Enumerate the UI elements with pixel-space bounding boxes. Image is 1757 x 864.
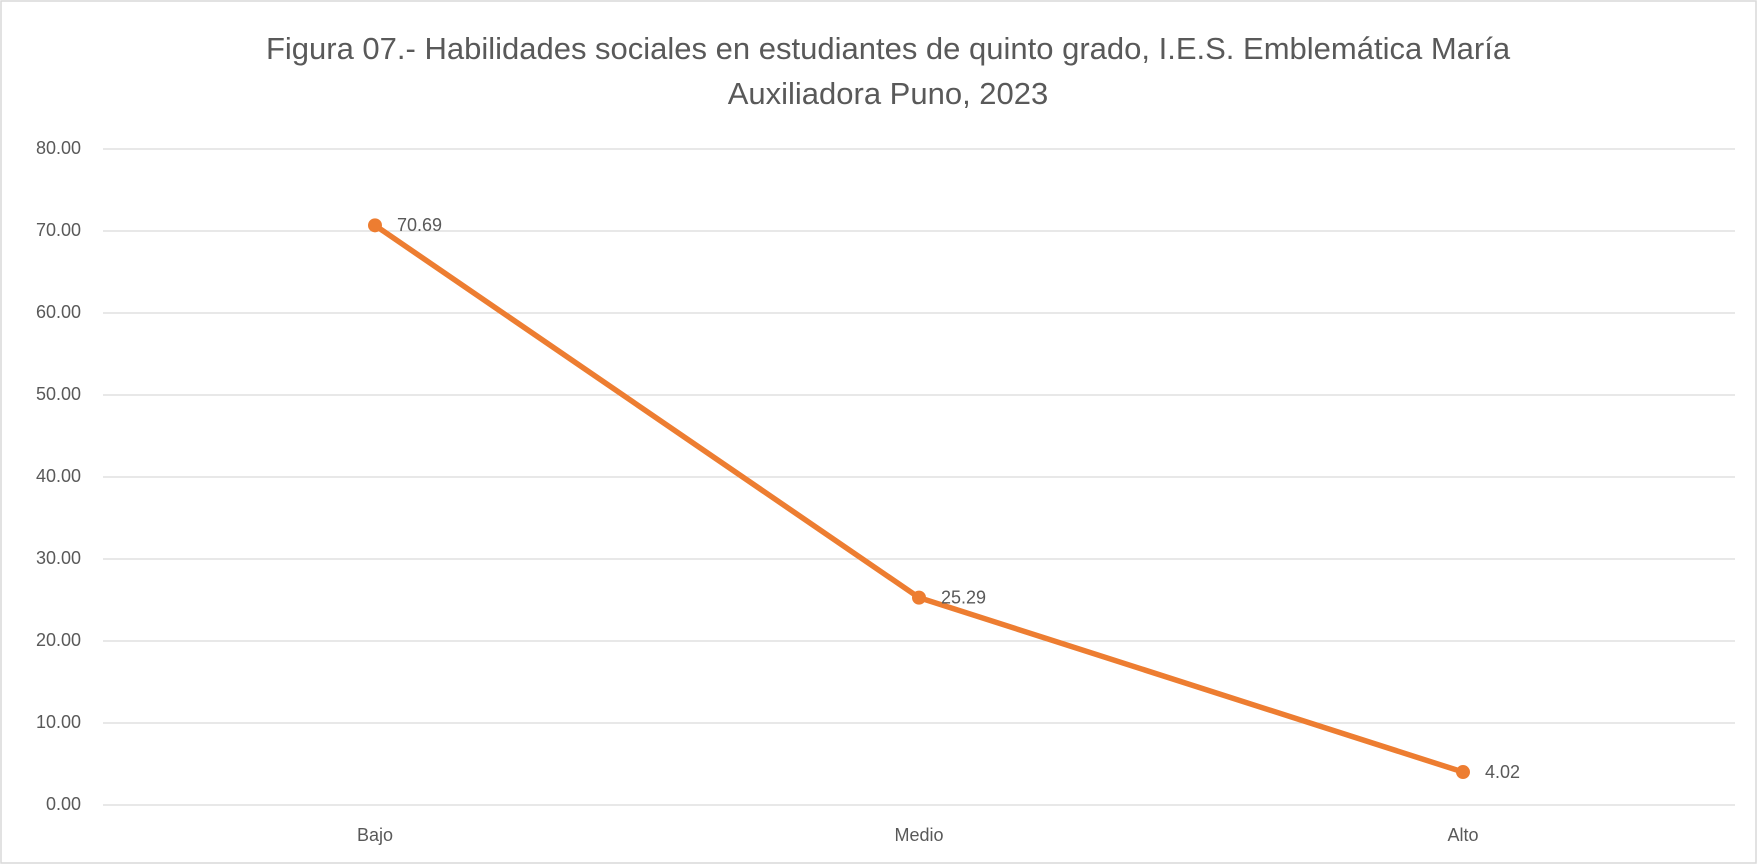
y-tick-label: 60.00 [36,302,81,322]
y-tick-label: 80.00 [36,138,81,158]
data-label: 25.29 [941,587,986,607]
y-tick-label: 30.00 [36,548,81,568]
y-tick-label: 10.00 [36,712,81,732]
y-tick-label: 40.00 [36,466,81,486]
y-tick-label: 70.00 [36,220,81,240]
marker [368,218,382,233]
y-tick-label: 0.00 [46,794,81,814]
marker [912,590,926,605]
x-tick-label: Bajo [357,825,393,845]
marker [1456,765,1470,780]
x-tick-label: Medio [894,825,943,845]
y-tick-label: 50.00 [36,384,81,404]
y-tick-label: 20.00 [36,630,81,650]
data-label: 4.02 [1485,762,1520,782]
x-tick-label: Alto [1447,825,1478,845]
data-label: 70.69 [397,215,442,235]
chart-title: Auxiliadora Puno, 2023 [728,76,1049,111]
chart-title: Figura 07.- Habilidades sociales en estu… [266,31,1511,66]
